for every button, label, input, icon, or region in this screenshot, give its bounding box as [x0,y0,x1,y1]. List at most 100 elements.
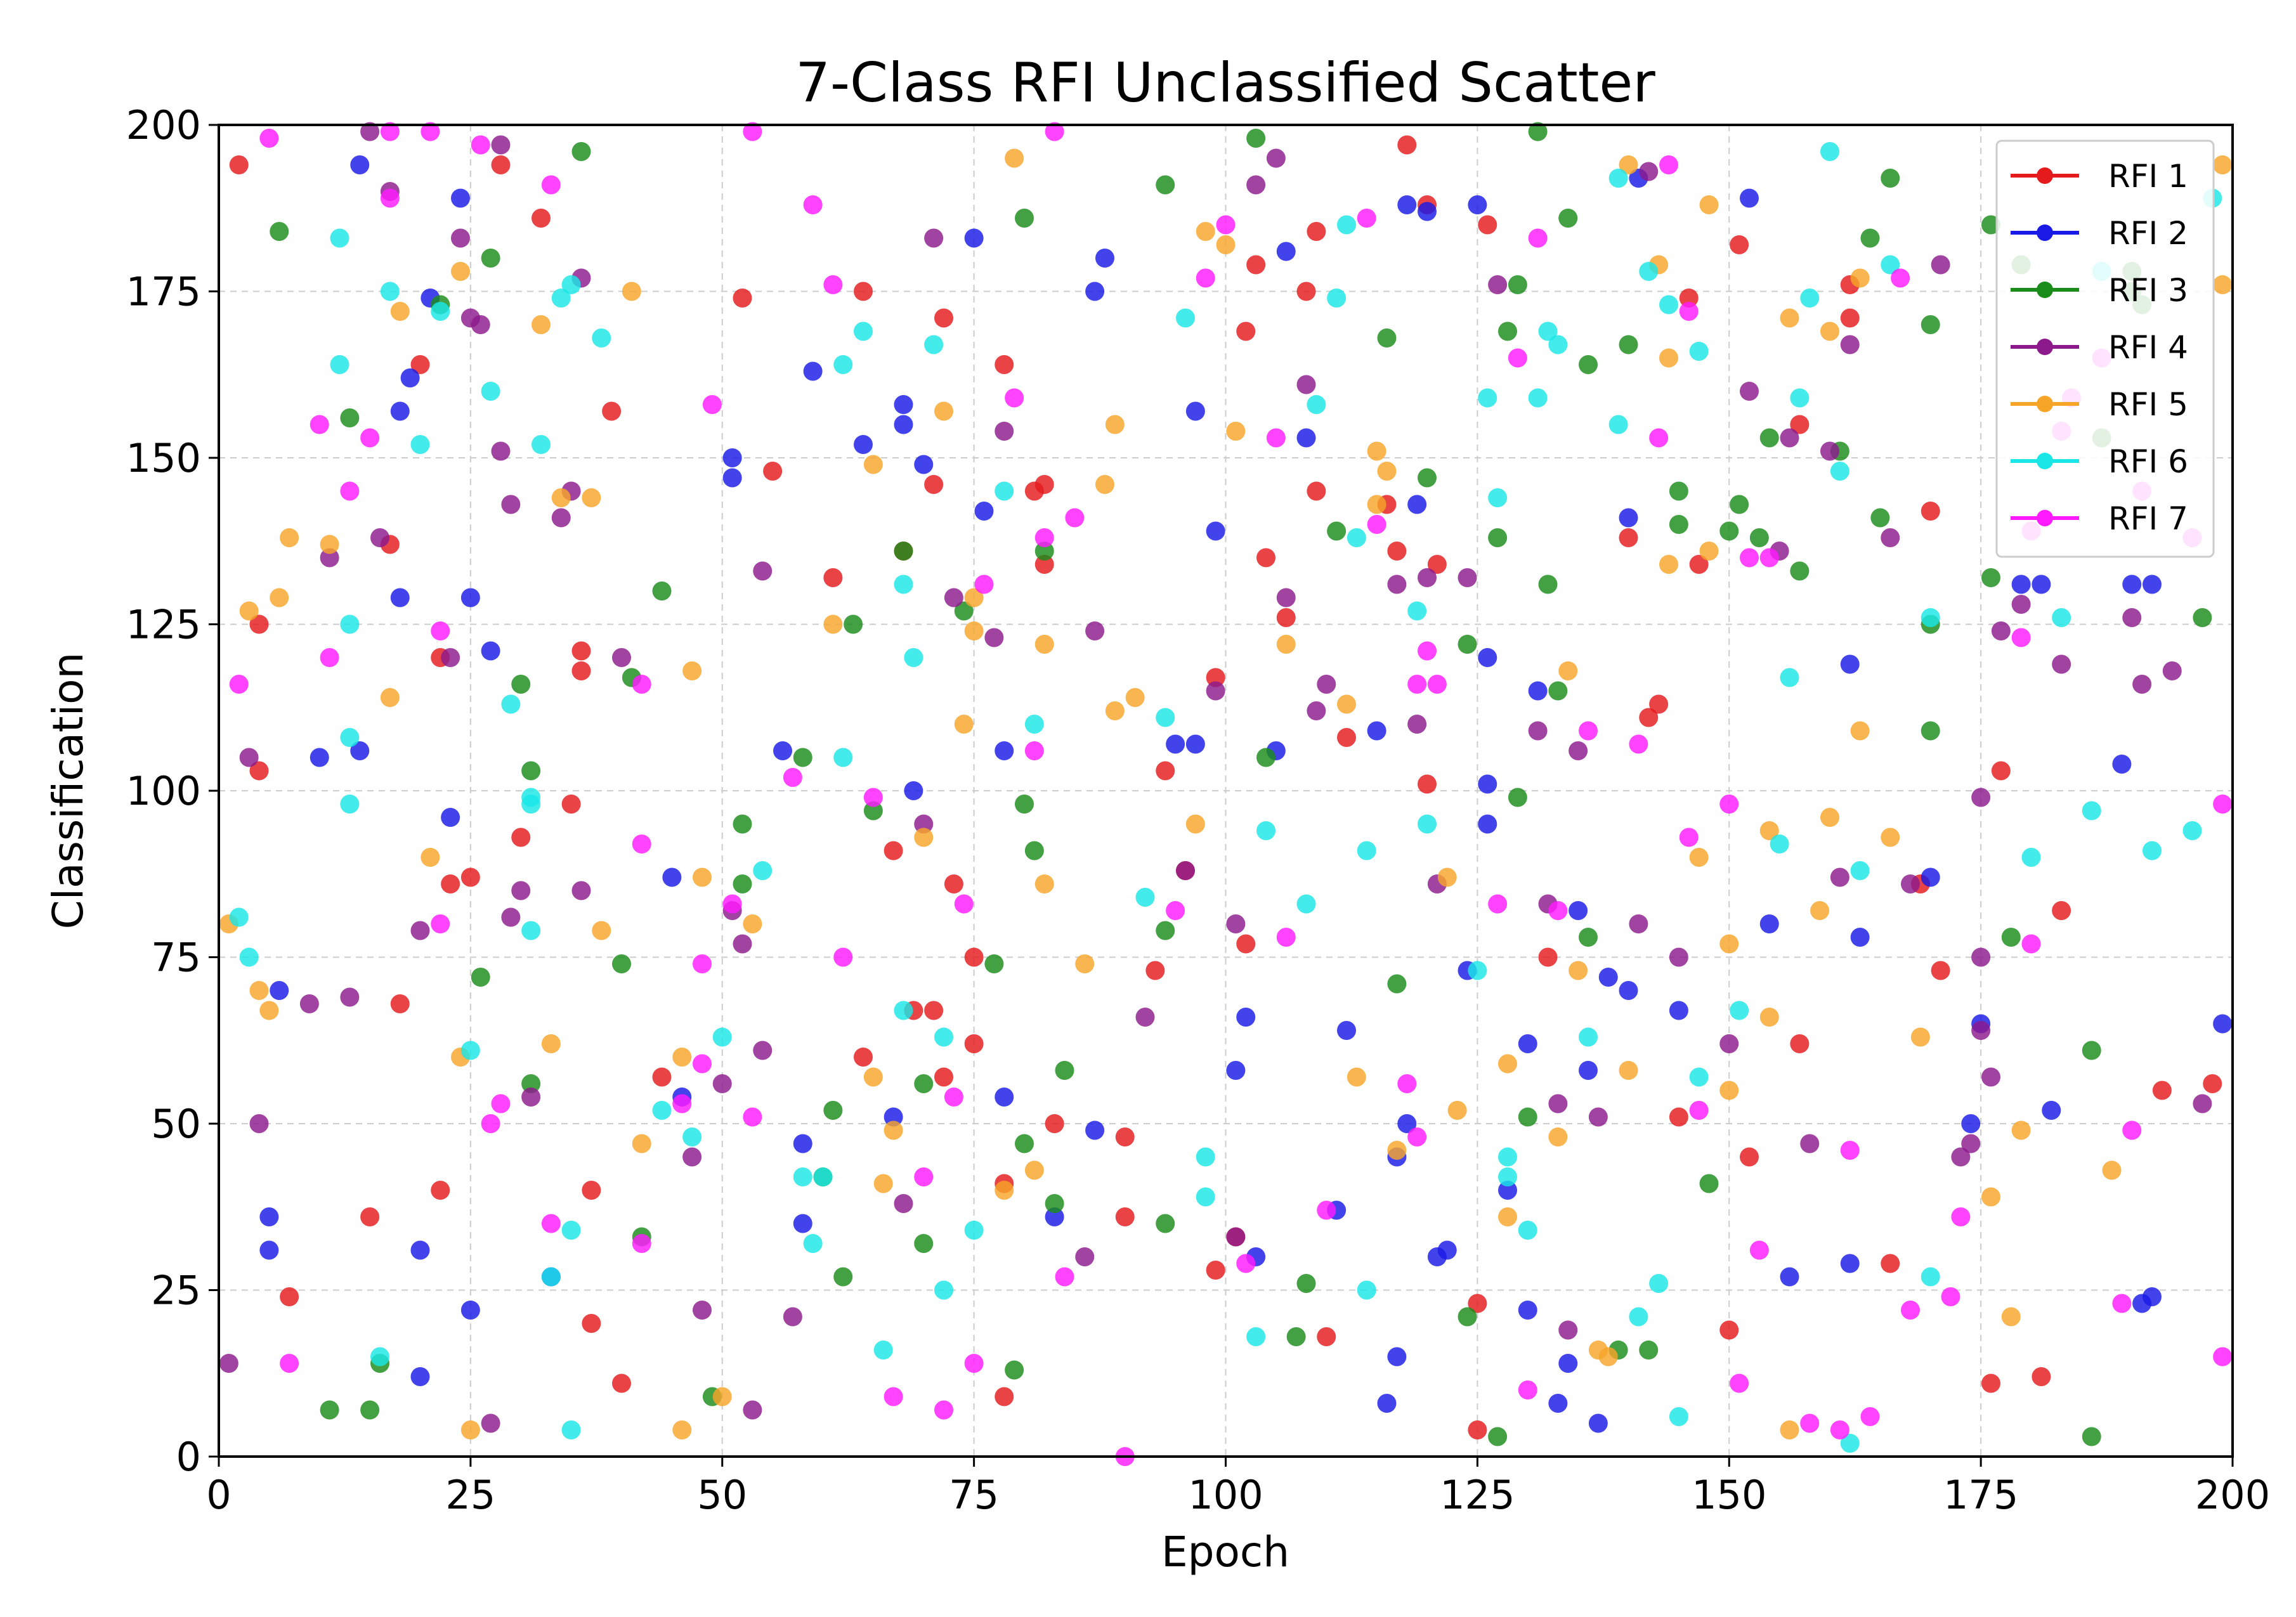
data-point [1730,235,1749,254]
y-tick-label: 75 [151,935,201,981]
data-point [1910,1027,1930,1047]
data-point [1387,542,1407,561]
data-point [1830,1420,1849,1439]
data-point [944,874,963,893]
data-point [1196,268,1215,288]
data-point [1034,528,1054,547]
data-point [2193,608,2212,627]
data-point [1397,1074,1417,1093]
data-point [1387,1141,1407,1160]
y-axis-label: Classification [44,653,93,930]
data-point [460,867,480,887]
data-point [431,621,450,640]
data-point [2162,661,2182,680]
data-point [1185,814,1205,834]
data-point [1387,1347,1407,1367]
data-point [270,588,289,607]
data-point [1719,1320,1739,1340]
data-point [390,588,410,607]
data-point [1730,1373,1749,1393]
data-point [532,209,551,228]
data-point [501,907,521,927]
data-point [1468,1420,1487,1439]
data-point [1488,275,1508,294]
legend-label: RFI 3 [2108,272,2188,309]
data-point [310,415,329,434]
data-point [1860,1407,1880,1426]
data-point [1981,1373,2000,1393]
data-point [259,1240,279,1260]
data-point [501,694,521,714]
legend-item-rfi-4[interactable]: RFI 4 [2011,329,2188,366]
data-point [793,1214,812,1233]
data-point [1015,209,1034,228]
data-point [995,1088,1014,1107]
data-point [340,481,360,501]
data-point [1317,1327,1336,1346]
legend-item-rfi-2[interactable]: RFI 2 [2011,215,2188,252]
x-tick-label: 75 [949,1472,999,1518]
legend-item-rfi-5[interactable]: RFI 5 [2011,386,2188,423]
data-point [1478,215,1497,235]
data-point [541,1267,561,1287]
data-point [1840,308,1860,328]
data-point [1055,1061,1074,1080]
legend-item-rfi-6[interactable]: RFI 6 [2011,443,2188,480]
data-point [863,455,883,474]
series-rfi-1 [229,135,2222,1439]
data-point [592,921,611,940]
data-point [380,188,400,208]
data-point [1468,1294,1487,1313]
data-point [964,588,984,607]
data-point [582,1314,601,1333]
data-point [1961,1134,1981,1153]
data-point [1488,894,1508,914]
data-point [884,1387,903,1406]
data-point [1649,694,1669,714]
legend-item-rfi-7[interactable]: RFI 7 [2011,500,2188,537]
data-point [1790,415,1810,434]
data-point [1538,321,1558,341]
data-point [582,1181,601,1200]
data-point [894,395,913,414]
data-point [280,1354,299,1373]
legend[interactable]: RFI 1 RFI 2 RFI 3 RFI 4 RFI 5 RFI 6 RFI 7 [1995,140,2215,558]
data-point [551,488,571,507]
data-point [1951,1207,1971,1226]
series-rfi-6 [229,142,2222,1453]
data-point [632,1234,651,1253]
data-point [803,195,823,214]
data-point [2213,795,2233,814]
data-point [541,1214,561,1233]
data-point [471,135,490,155]
data-point [1125,688,1145,707]
data-point [944,1088,963,1107]
data-point [431,302,450,321]
data-point [1669,481,1688,501]
data-point [995,1387,1014,1406]
data-point [1397,1114,1417,1133]
data-point [2112,1294,2132,1313]
data-point [954,715,974,734]
data-point [1508,788,1527,807]
data-point [1730,1001,1749,1020]
data-point [1458,635,1477,654]
data-point [1608,415,1628,434]
data-point [914,1167,934,1186]
data-point [1246,1327,1266,1346]
data-point [1669,1107,1688,1127]
data-point [793,1134,812,1153]
legend-item-rfi-3[interactable]: RFI 3 [2011,272,2188,309]
data-point [460,1420,480,1439]
data-point [964,947,984,967]
data-point [1367,441,1386,461]
data-point [1689,1101,1709,1120]
data-point [410,921,430,940]
legend-label: RFI 5 [2108,386,2188,423]
data-point [1236,1008,1256,1027]
data-point [1256,748,1275,767]
data-point [2011,1120,2031,1140]
data-point [1226,1061,1246,1080]
legend-item-rfi-1[interactable]: RFI 1 [2011,158,2188,195]
data-point [1357,1280,1376,1300]
